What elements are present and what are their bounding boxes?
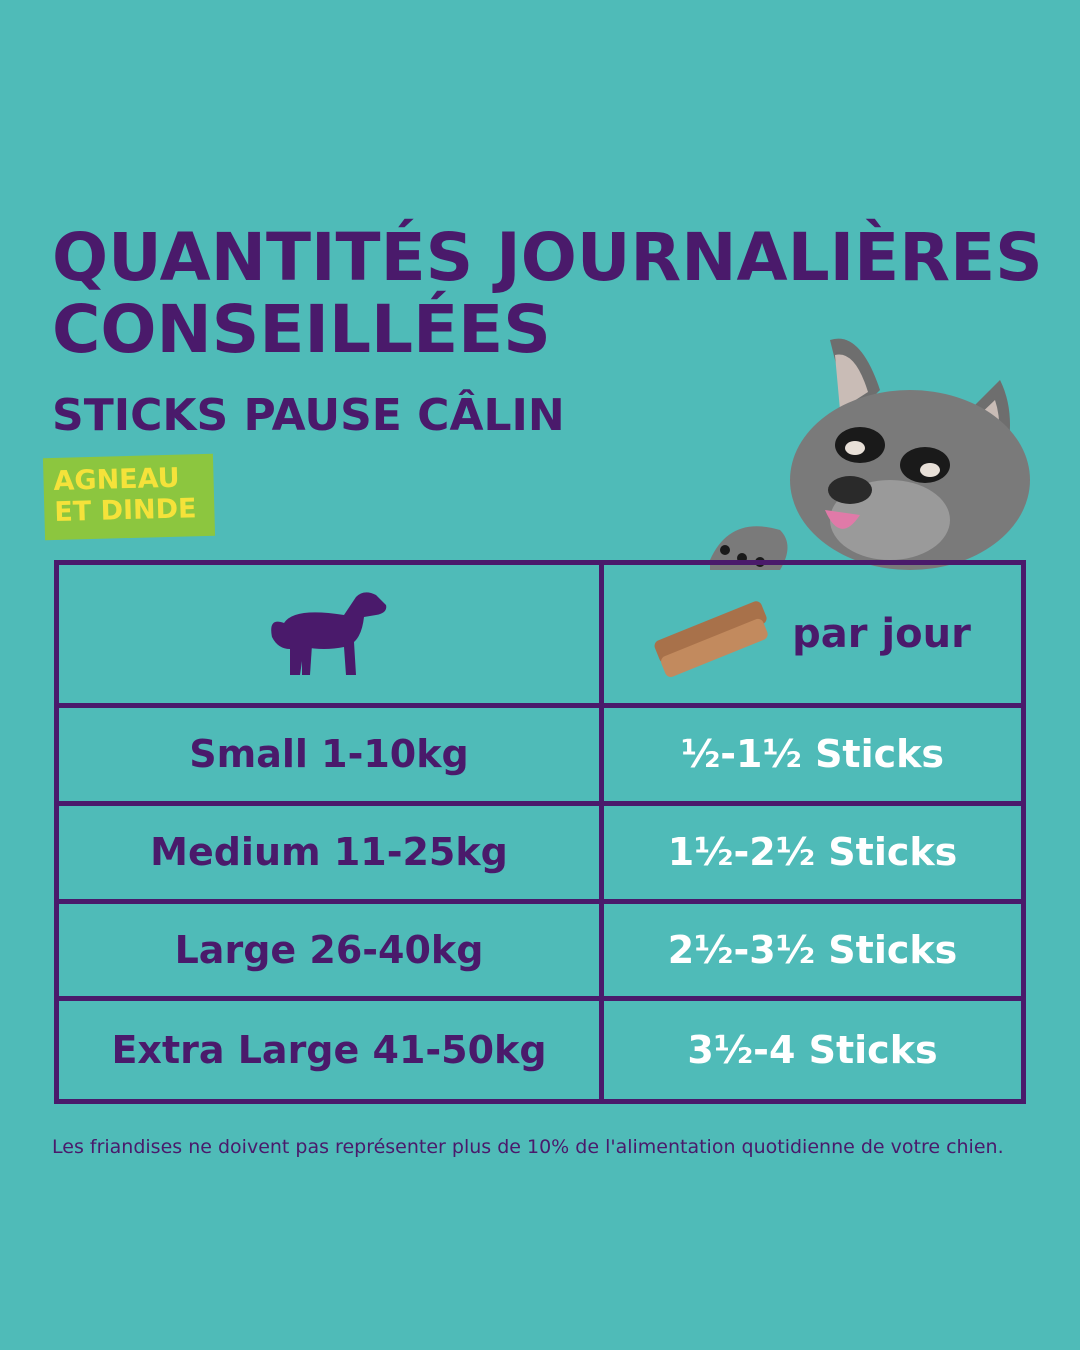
table-row-amount: 3½-4 Sticks (687, 1028, 938, 1073)
table-row-size: Large 26-40kg (59, 903, 604, 1002)
page-title: QUANTITÉS JOURNALIÈRES CONSEILLÉES (52, 219, 1043, 368)
cartoon-dog-illustration (710, 338, 1030, 570)
daily-amounts-table: par jour Small 1-10kg ½-1½ Sticks Medium… (54, 560, 1026, 1104)
table-header-dog-cell (59, 565, 604, 708)
flavor-badge: AGNEAU ET DINDE (42, 453, 216, 541)
table-row-amount: 2½-3½ Sticks (604, 904, 1021, 1002)
flavor-line-2: ET DINDE (53, 493, 197, 528)
table-header-per-day-cell: par jour (604, 565, 1021, 708)
table-row-size: Extra Large 41-50kg (59, 1001, 604, 1099)
table-row-amount: 1½-2½ Sticks (604, 806, 1021, 904)
footnote: Les friandises ne doivent pas représente… (52, 1136, 1004, 1158)
table-row-size: Medium 11-25kg (59, 805, 604, 904)
per-day-label: par jour (792, 611, 971, 657)
flavor-line-1: AGNEAU (53, 462, 181, 497)
treat-sticks-icon (654, 601, 768, 677)
table-row-size: Small 1-10kg (59, 708, 604, 806)
product-subtitle: STICKS PAUSE CÂLIN (52, 390, 565, 441)
dog-silhouette-icon (271, 591, 387, 675)
table-row-amount: ½-1½ Sticks (604, 708, 1021, 806)
